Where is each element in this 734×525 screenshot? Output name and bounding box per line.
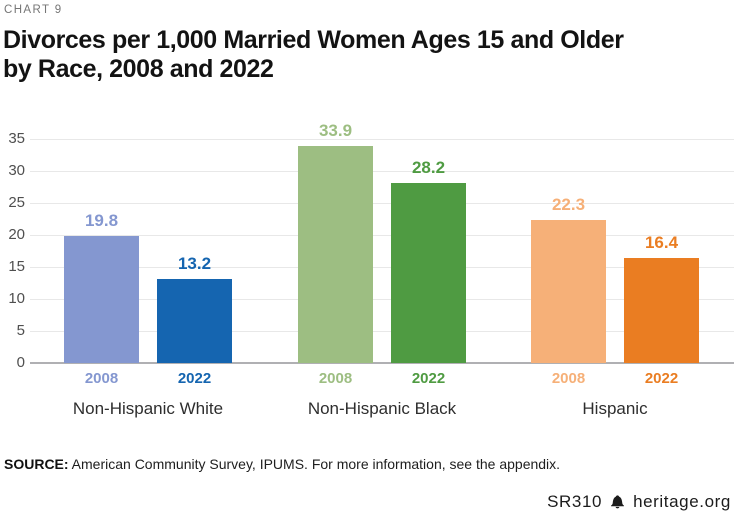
plot-area: 0 5 10 15 20 25 30 35 19.8 2008 13.2 2022 Non-Hispan… (0, 121, 734, 418)
bar-2022-non-hispanic-black (391, 182, 466, 363)
source-label: SOURCE: (4, 456, 69, 472)
y-axis-tick-label: 35 (8, 130, 25, 147)
year-label-2022-hispanic: 2022 (644, 370, 679, 387)
bar-2022-hispanic (624, 258, 699, 363)
gridline (30, 299, 734, 300)
year-label-2008-non-hispanic-black: 2008 (318, 370, 353, 387)
year-label-2022-non-hispanic-black: 2022 (411, 370, 446, 387)
bar-2008-non-hispanic-black (298, 146, 373, 363)
value-label-2008-hispanic: 22.3 (551, 195, 586, 215)
gridline (30, 267, 734, 268)
group-label-non-hispanic-black: Non-Hispanic Black (307, 399, 457, 418)
group-label-hispanic: Hispanic (582, 399, 648, 418)
gridline (30, 203, 734, 204)
source-text: American Community Survey, IPUMS. For mo… (68, 456, 561, 472)
x-axis-baseline (30, 362, 734, 364)
gridline (30, 139, 734, 140)
gridline (30, 235, 734, 236)
chart-kicker: CHART 9 (4, 4, 63, 16)
footer-brandline: SR310 heritage.org (547, 492, 731, 512)
chart-title-line2: by Race, 2008 and 2022 (3, 55, 274, 83)
gridline (30, 171, 734, 172)
value-label-2022-non-hispanic-black: 28.2 (411, 157, 446, 177)
chart-title: Divorces per 1,000 Married Women Ages 15… (3, 26, 624, 84)
bar-2008-hispanic (531, 220, 606, 363)
value-label-2008-non-hispanic-white: 19.8 (84, 211, 119, 231)
value-label-2022-hispanic: 16.4 (644, 233, 679, 253)
chart-title-line1: Divorces per 1,000 Married Women Ages 15… (3, 26, 624, 54)
heritage-bell-icon (609, 494, 626, 511)
bar-2008-non-hispanic-white (64, 236, 139, 363)
y-axis-tick-label: 0 (16, 354, 25, 371)
source-note: SOURCE: American Community Survey, IPUMS… (4, 456, 560, 472)
y-axis-tick-label: 10 (8, 290, 25, 307)
group-label-non-hispanic-white: Non-Hispanic White (72, 399, 224, 418)
year-label-2022-non-hispanic-white: 2022 (177, 370, 212, 387)
y-axis-tick-label: 5 (16, 322, 25, 339)
y-axis-tick-label: 15 (8, 258, 25, 275)
y-axis-tick-label: 20 (8, 226, 25, 243)
bar-2022-non-hispanic-white (157, 278, 232, 363)
year-label-2008-hispanic: 2008 (551, 370, 586, 387)
site-link[interactable]: heritage.org (633, 492, 731, 511)
year-label-2008-non-hispanic-white: 2008 (84, 370, 119, 387)
gridline (30, 331, 734, 332)
doc-id: SR310 (547, 492, 603, 511)
y-axis-tick-label: 25 (8, 194, 25, 211)
value-label-2022-non-hispanic-white: 13.2 (177, 253, 212, 273)
y-axis-tick-label: 30 (8, 162, 25, 179)
value-label-2008-non-hispanic-black: 33.9 (318, 121, 353, 141)
